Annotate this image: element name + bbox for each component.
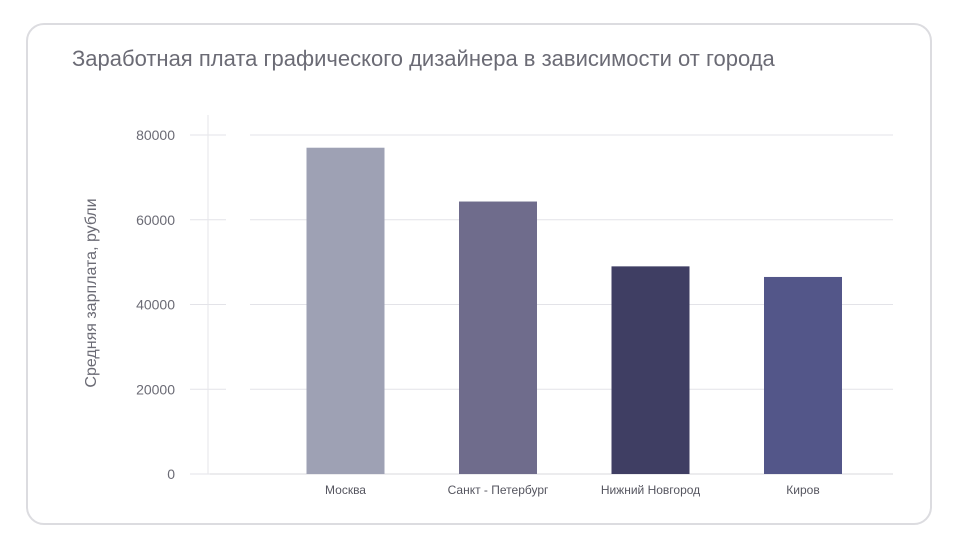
y-axis-title: Средняя зарплата, рубли	[83, 198, 100, 387]
bar	[611, 266, 690, 474]
y-tick-label: 20000	[136, 381, 175, 397]
x-tick-labels: Москва Санкт - Петербург Нижний Новгород Ки…	[325, 483, 820, 497]
y-tick-label: 60000	[136, 212, 175, 228]
x-tick-label: Москва	[325, 483, 366, 497]
y-tick-label: 0	[167, 466, 175, 482]
x-tick-label: Нижний Новгород	[601, 483, 700, 497]
y-tick-labels: 0 20000 40000 60000 80000	[136, 127, 175, 482]
bar	[459, 201, 537, 474]
y-tick-label: 40000	[136, 297, 175, 313]
y-tick-label: 80000	[136, 127, 175, 143]
bars	[306, 147, 842, 474]
x-tick-label: Санкт - Петербург	[448, 483, 549, 497]
bar	[306, 147, 385, 474]
bar	[764, 276, 842, 474]
chart-title: Заработная плата графического дизайнера …	[72, 46, 775, 71]
x-tick-label: Киров	[786, 483, 819, 497]
